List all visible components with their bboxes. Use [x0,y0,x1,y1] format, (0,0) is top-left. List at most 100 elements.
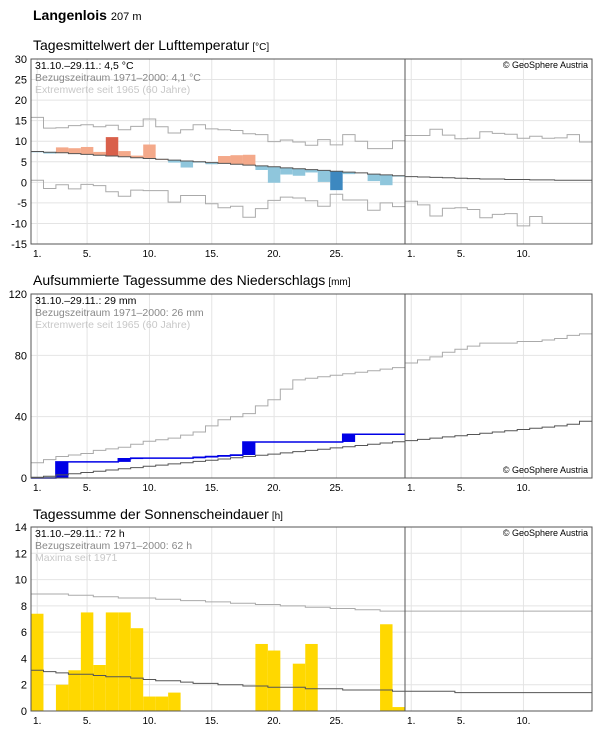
x-tick-label: 20. [267,716,281,727]
temperature-anomaly-bar [180,160,194,168]
max-extreme-line [31,116,592,150]
reference-line [31,151,592,181]
x-tick-label: 1. [33,716,41,727]
y-tick-label: -10 [11,218,27,230]
temperature-anomaly-bar [218,156,231,164]
legend-entry: 31.10.–29.11.: 29 mm [35,295,137,307]
x-tick-label: 5. [457,249,465,260]
legend-entry: 31.10.–29.11.: 72 h [35,528,125,540]
y-tick-label: -15 [11,239,27,251]
y-tick-label: 14 [15,522,27,534]
y-tick-label: 80 [15,350,27,362]
y-tick-label: 15 [15,116,27,128]
sunshine-bar [31,613,44,711]
x-tick-label: 1. [407,483,415,494]
reference-line [31,420,592,478]
station-name: Langenlois [33,7,107,23]
y-tick-label: 20 [15,95,27,107]
legend-entry: Maxima seit 1971 [35,552,117,564]
max-extreme-line [31,593,592,612]
sunshine-bar [93,665,106,711]
temperature-anomaly-bar [367,174,381,182]
precipitation-increment-bar [342,434,356,442]
max-extreme-line [31,333,592,464]
y-tick-label: 0 [21,706,27,718]
sunshine-bar [143,696,156,711]
sunshine-bar [105,612,119,711]
temperature-anomaly-bar [43,152,56,154]
sunshine-bar [267,650,281,711]
x-tick-label: 5. [83,249,91,260]
x-tick-label: 5. [457,483,465,494]
temperature-anomaly-bar [255,165,268,170]
x-tick-label: 5. [457,716,465,727]
y-tick-label: 30 [15,54,27,66]
reference-line [31,669,592,694]
x-tick-label: 15. [205,716,219,727]
x-tick-label: 25. [329,483,343,494]
legend-entry: Bezugszeitraum 1971–2000: 26 mm [35,307,204,319]
legend-entry: Extremwerte seit 1965 (60 Jahre) [35,84,190,96]
sunshine-bar [168,692,181,711]
y-tick-label: 5 [21,157,27,169]
precipitation-unit: [mm] [328,277,351,288]
legend-entry: Bezugszeitraum 1971–2000: 62 h [35,540,192,552]
temperature-anomaly-bar [292,168,306,176]
temperature-anomaly-bar [280,167,293,175]
sunshine-bar [68,670,81,711]
x-tick-label: 1. [33,483,41,494]
precipitation-deficit-area [43,476,56,478]
x-tick-label: 5. [83,483,91,494]
precipitation-title: Aufsummierte Tagessumme des Niederschlag… [33,272,326,288]
temperature-anomaly-bar [205,162,218,165]
copyright-label: © GeoSphere Austria [503,465,588,475]
temperature-chart: -15 -10 -5 0 5 10 15 20 25 30 1. 5. 10. 15. 20. 25. 1. 5.… [11,54,593,260]
plot-border [30,58,593,245]
temperature-anomaly-bar [342,172,356,175]
x-tick-label: 10. [142,249,156,260]
sunshine-bar [155,696,169,711]
temperature-anomaly-bar [118,151,131,157]
sunshine-bar [305,643,318,711]
temperature-anomaly-bar [168,160,181,163]
y-tick-label: 10 [15,136,27,148]
min-extreme-line [31,179,592,227]
x-tick-label: 10. [142,483,156,494]
precipitation-increment-bar [242,441,256,455]
y-tick-label: 25 [15,75,27,87]
sunshine-chart: 0 2 4 6 8 10 12 14 1. 5. 10. 15. 20. 25. 1. 5. 10. 31.10.… [15,522,593,727]
sunshine-panel-title: Tagessumme der Sonnenscheindauer [h] [33,506,283,522]
y-tick-label: 6 [21,627,27,639]
temperature-anomaly-bar [380,174,393,186]
copyright-label: © GeoSphere Austria [503,528,588,538]
y-tick-label: 2 [21,680,27,692]
temperature-anomaly-bar [143,144,156,159]
x-tick-label: 10. [516,716,530,727]
precipitation-increment-bar [118,458,131,462]
x-tick-label: 20. [267,249,281,260]
y-tick-label: 0 [21,177,27,189]
sunshine-bar [55,684,69,711]
precipitation-cumulative-line [31,433,405,479]
temperature-unit: [°C] [252,42,270,53]
station-elevation: 207 m [110,11,142,23]
y-tick-label: 8 [21,601,27,613]
x-tick-label: 1. [407,716,415,727]
temperature-anomaly-bar [130,155,144,158]
sunshine-bar [392,707,405,711]
x-tick-label: 1. [33,249,41,260]
sunshine-bar [118,612,131,711]
y-tick-label: 4 [21,653,27,665]
y-tick-label: 10 [15,575,27,587]
x-tick-label: 15. [205,249,219,260]
sunshine-bar [380,624,393,711]
temperature-anomaly-bar [55,147,69,153]
x-tick-label: 10. [516,249,530,260]
legend-entry: Extremwerte seit 1965 (60 Jahre) [35,319,190,331]
sunshine-bar [255,643,268,711]
x-tick-label: 25. [329,249,343,260]
x-tick-label: 25. [329,716,343,727]
temperature-anomaly-bar [267,166,281,183]
temperature-anomaly-bar [305,169,318,173]
temperature-anomaly-bar [317,170,331,182]
